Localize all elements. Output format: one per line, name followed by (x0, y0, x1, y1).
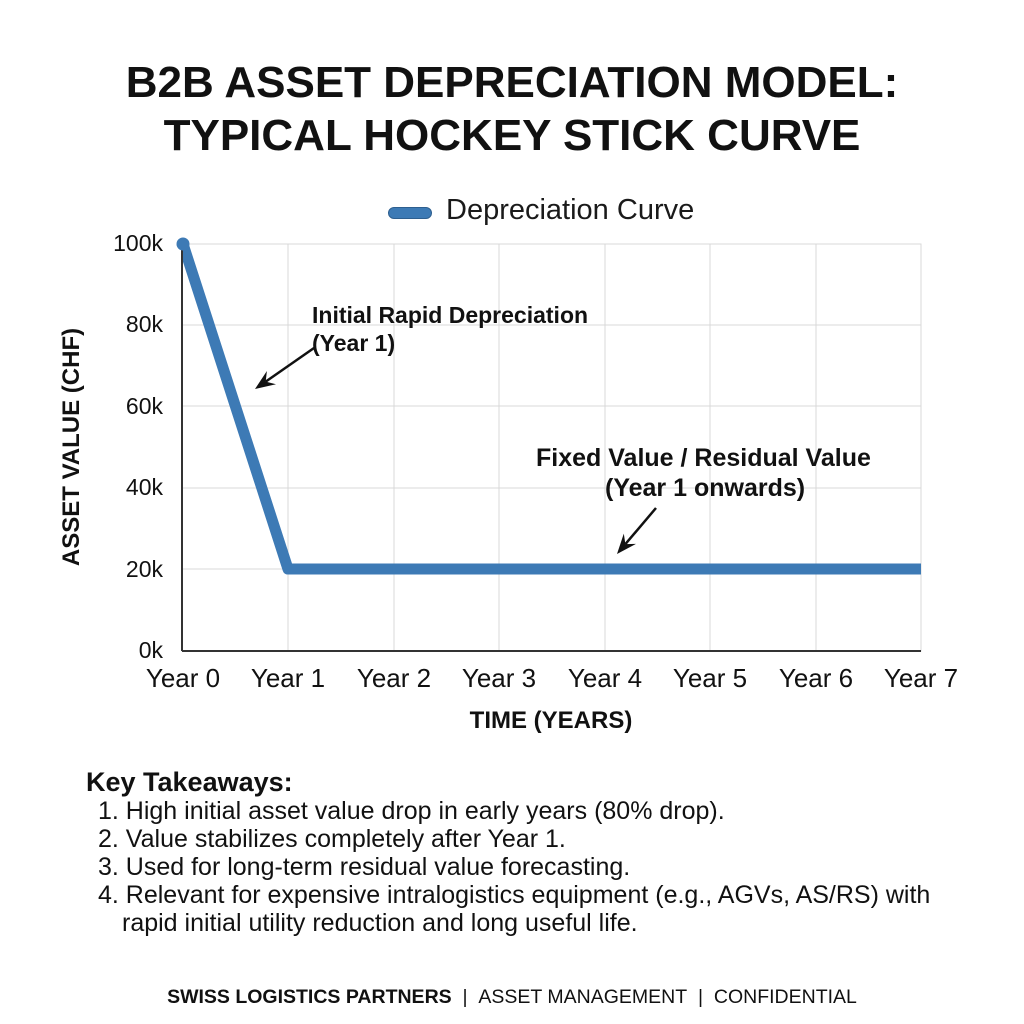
svg-text:Year 1: Year 1 (251, 663, 325, 693)
svg-text:80k: 80k (126, 311, 164, 337)
svg-text:Year 4: Year 4 (568, 663, 642, 693)
svg-text:TIME (YEARS): TIME (YEARS) (470, 707, 633, 734)
svg-text:(Year 1): (Year 1) (312, 330, 395, 356)
svg-text:Year 2: Year 2 (357, 663, 431, 693)
svg-text:Year 7: Year 7 (884, 663, 958, 693)
svg-text:ASSET VALUE (CHF): ASSET VALUE (CHF) (58, 328, 85, 566)
svg-text:40k: 40k (126, 474, 164, 500)
svg-text:Fixed Value / Residual Value: Fixed Value / Residual Value (536, 444, 871, 472)
svg-text:0k: 0k (139, 637, 164, 663)
svg-text:(Year 1 onwards): (Year 1 onwards) (605, 474, 805, 502)
svg-text:20k: 20k (126, 556, 164, 582)
svg-text:Year 0: Year 0 (146, 663, 220, 693)
svg-text:Year 3: Year 3 (462, 663, 536, 693)
svg-text:60k: 60k (126, 393, 164, 419)
svg-text:100k: 100k (113, 230, 163, 256)
svg-text:Initial Rapid Depreciation: Initial Rapid Depreciation (312, 302, 588, 328)
svg-text:Year 5: Year 5 (673, 663, 747, 693)
svg-text:Year 6: Year 6 (779, 663, 853, 693)
